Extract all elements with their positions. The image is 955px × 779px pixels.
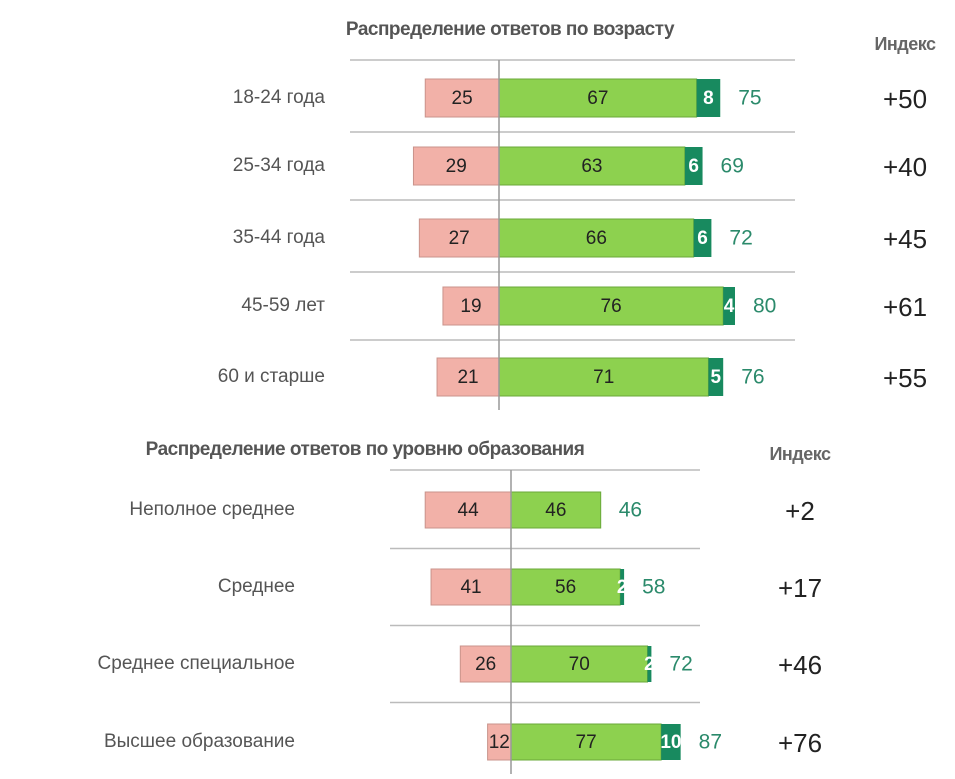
bar-strong (696, 79, 721, 117)
bar-label: 46 (545, 500, 566, 521)
bar-negative (412, 146, 500, 186)
bar-label: 19 (460, 296, 481, 317)
bar-label: 4 (724, 296, 735, 317)
bar-negative (430, 568, 512, 606)
total-label: 69 (721, 155, 744, 178)
bar-positive (498, 78, 698, 118)
total-label: 76 (741, 366, 764, 389)
index-label: +46 (778, 650, 822, 680)
bar-positive (510, 645, 648, 683)
total-label: 46 (619, 499, 642, 522)
bar-negative (436, 357, 500, 397)
category-label: 18-24 года (233, 87, 326, 108)
bar-label: 77 (576, 732, 597, 753)
bar-positive (498, 146, 686, 186)
category-label: 60 и старше (218, 366, 325, 387)
total-label: 58 (642, 576, 665, 599)
index-label: +17 (778, 573, 822, 603)
category-label: Среднее специальное (98, 653, 295, 674)
index-label: +76 (778, 728, 822, 758)
index-header: Индекс (769, 444, 831, 464)
index-label: +2 (785, 496, 815, 526)
bar-strong (620, 569, 625, 605)
total-label: 80 (753, 295, 776, 318)
bar-strong (661, 724, 681, 760)
bar-label: 6 (688, 156, 699, 177)
bar-strong (693, 219, 712, 257)
bar-label: 41 (460, 577, 481, 598)
bar-label: 6 (697, 228, 708, 249)
panel-title: Распределение ответов по возрасту (346, 19, 675, 40)
category-label: Среднее (218, 576, 295, 597)
bar-negative (442, 286, 500, 326)
bar-positive (498, 218, 695, 258)
bar-positive (498, 286, 724, 326)
bar-negative (424, 78, 500, 118)
bar-label: 44 (458, 500, 480, 521)
bar-label: 63 (581, 156, 602, 177)
bar-label: 76 (601, 296, 622, 317)
bar-label: 21 (457, 367, 478, 388)
bar-strong (723, 287, 735, 325)
bar-positive (498, 357, 709, 397)
bar-label: 5 (711, 367, 722, 388)
index-label: +55 (883, 363, 927, 393)
bar-label: 56 (555, 577, 576, 598)
bar-label: 70 (569, 654, 590, 675)
bar-positive (510, 491, 602, 529)
category-label: 25-34 года (233, 155, 326, 176)
bar-label: 67 (587, 88, 608, 109)
index-label: +40 (883, 152, 927, 182)
total-label: 72 (729, 227, 752, 250)
total-label: 75 (738, 87, 761, 110)
index-label: +50 (883, 84, 927, 114)
bar-label: 66 (586, 228, 607, 249)
bar-label: 29 (446, 156, 467, 177)
bar-label: 27 (449, 228, 470, 249)
index-label: +45 (883, 224, 927, 254)
bar-strong (684, 147, 703, 185)
bar-negative (424, 491, 512, 529)
category-label: Высшее образование (104, 731, 295, 752)
bar-strong (647, 646, 652, 682)
bar-negative (459, 645, 512, 683)
category-label: Неполное среднее (129, 499, 295, 520)
bar-positive (510, 568, 621, 606)
bar-label: 26 (475, 654, 496, 675)
bar-label: 2 (617, 577, 628, 598)
bar-label: 12 (489, 732, 510, 753)
bar-label: 2 (644, 654, 655, 675)
panel-title: Распределение ответов по уровню образова… (146, 439, 585, 460)
bar-label: 8 (703, 88, 714, 109)
bar-label: 10 (660, 732, 681, 753)
category-label: 35-44 года (233, 227, 326, 248)
bar-label: 71 (593, 367, 614, 388)
total-label: 87 (699, 731, 722, 754)
total-label: 72 (669, 653, 692, 676)
bar-strong (708, 358, 724, 396)
index-header: Индекс (874, 34, 936, 54)
bar-label: 25 (452, 88, 473, 109)
bar-negative (418, 218, 500, 258)
index-label: +61 (883, 292, 927, 322)
category-label: 45-59 лет (241, 295, 325, 316)
